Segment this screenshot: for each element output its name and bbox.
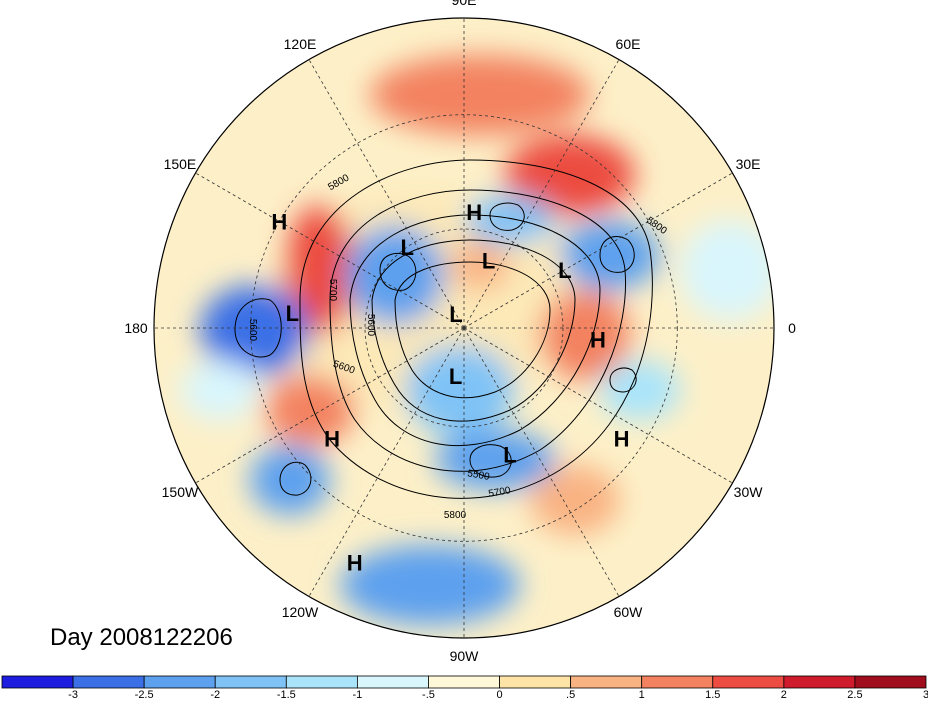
colorbar-swatch	[1, 675, 74, 689]
colorbar-tick-label: .5	[566, 689, 575, 701]
contour-label: 5700	[327, 279, 338, 302]
graticule	[154, 18, 774, 638]
colorbar-swatch	[214, 675, 287, 689]
high-pressure-label: H	[590, 328, 606, 353]
colorbar: -3 -2.5 -2 -1.5 -1 -.5 0 .5 1 1.5 2 2.5 3	[1, 675, 928, 701]
colorbar-tick-label: -1.5	[277, 689, 296, 701]
contour-label: 5600	[247, 319, 258, 342]
colorbar-swatch	[570, 675, 643, 689]
longitude-label: 120W	[282, 604, 319, 620]
colorbar-tick-label: 2	[781, 689, 787, 701]
longitude-label: 60E	[616, 36, 641, 52]
low-pressure-label: L	[558, 258, 571, 283]
height-contours	[234, 159, 653, 499]
colorbar-swatch	[641, 675, 714, 689]
colorbar-swatch	[854, 675, 927, 689]
longitude-label: 90E	[452, 0, 477, 8]
meridian-line	[195, 172, 465, 329]
colorbar-swatch	[72, 675, 145, 689]
longitude-label: 150E	[164, 156, 197, 172]
longitude-label: 0	[788, 320, 796, 336]
colorbar-tick-label: -.5	[422, 689, 435, 701]
high-pressure-label: H	[614, 426, 630, 451]
low-pressure-label: L	[503, 442, 516, 467]
colorbar-swatch	[356, 675, 429, 689]
longitude-label: 60W	[614, 604, 644, 620]
contour-label: 5800	[444, 510, 467, 521]
colorbar-swatch	[499, 675, 572, 689]
colorbar-swatch	[143, 675, 216, 689]
colorbar-tick-label: -1	[352, 689, 362, 701]
contour-label: 5500	[467, 468, 491, 483]
high-pressure-label: H	[347, 550, 363, 575]
meridian-line	[463, 59, 620, 329]
colorbar-tick-label: -2	[210, 689, 220, 701]
meridian-line	[463, 327, 620, 597]
colorbar-tick-label: -2.5	[135, 689, 154, 701]
map-border	[153, 17, 775, 639]
colorbar-swatch	[428, 675, 500, 689]
longitude-label: 180	[124, 320, 148, 336]
high-pressure-label: H	[466, 200, 482, 225]
longitude-label: 120E	[284, 36, 317, 52]
colorbar-tick-label: -3	[68, 689, 78, 701]
low-pressure-label: L	[286, 301, 299, 326]
meridian-line	[463, 327, 733, 484]
colorbar-tick-label: 2.5	[847, 689, 862, 701]
colorbar-tick-label: 3	[923, 689, 928, 701]
low-pressure-label: L	[400, 235, 413, 260]
colorbar-tick-label: 1.5	[705, 689, 720, 701]
meridian-line	[308, 327, 465, 597]
low-pressure-label: L	[449, 364, 462, 389]
longitude-label: 30W	[734, 484, 764, 500]
high-pressure-label: H	[324, 427, 340, 452]
high-pressure-label: H	[271, 209, 287, 234]
contour-label: 5700	[488, 485, 512, 500]
longitude-label: 150W	[162, 484, 199, 500]
colorbar-tick-label: 0	[496, 689, 502, 701]
longitude-label: 30E	[736, 156, 761, 172]
meridian-line	[463, 172, 733, 329]
day-label: Day 2008122206	[50, 624, 233, 651]
colorbar-swatch	[712, 675, 785, 689]
colorbar-swatch	[285, 675, 358, 689]
low-pressure-label: L	[482, 249, 495, 274]
longitude-label: 90W	[450, 648, 480, 664]
contour-label: 5600	[365, 314, 376, 337]
meridian-line	[195, 327, 465, 484]
latitude-circle	[250, 114, 678, 542]
meridian-line	[308, 59, 465, 329]
colorbar-swatch	[783, 675, 856, 689]
low-pressure-label: L	[449, 302, 462, 327]
colorbar-tick-label: 1	[639, 689, 645, 701]
longitude-labels: 90E 60E 30E 0 30W 60W 90W 120W 150W 180 150E 120E	[124, 0, 796, 664]
